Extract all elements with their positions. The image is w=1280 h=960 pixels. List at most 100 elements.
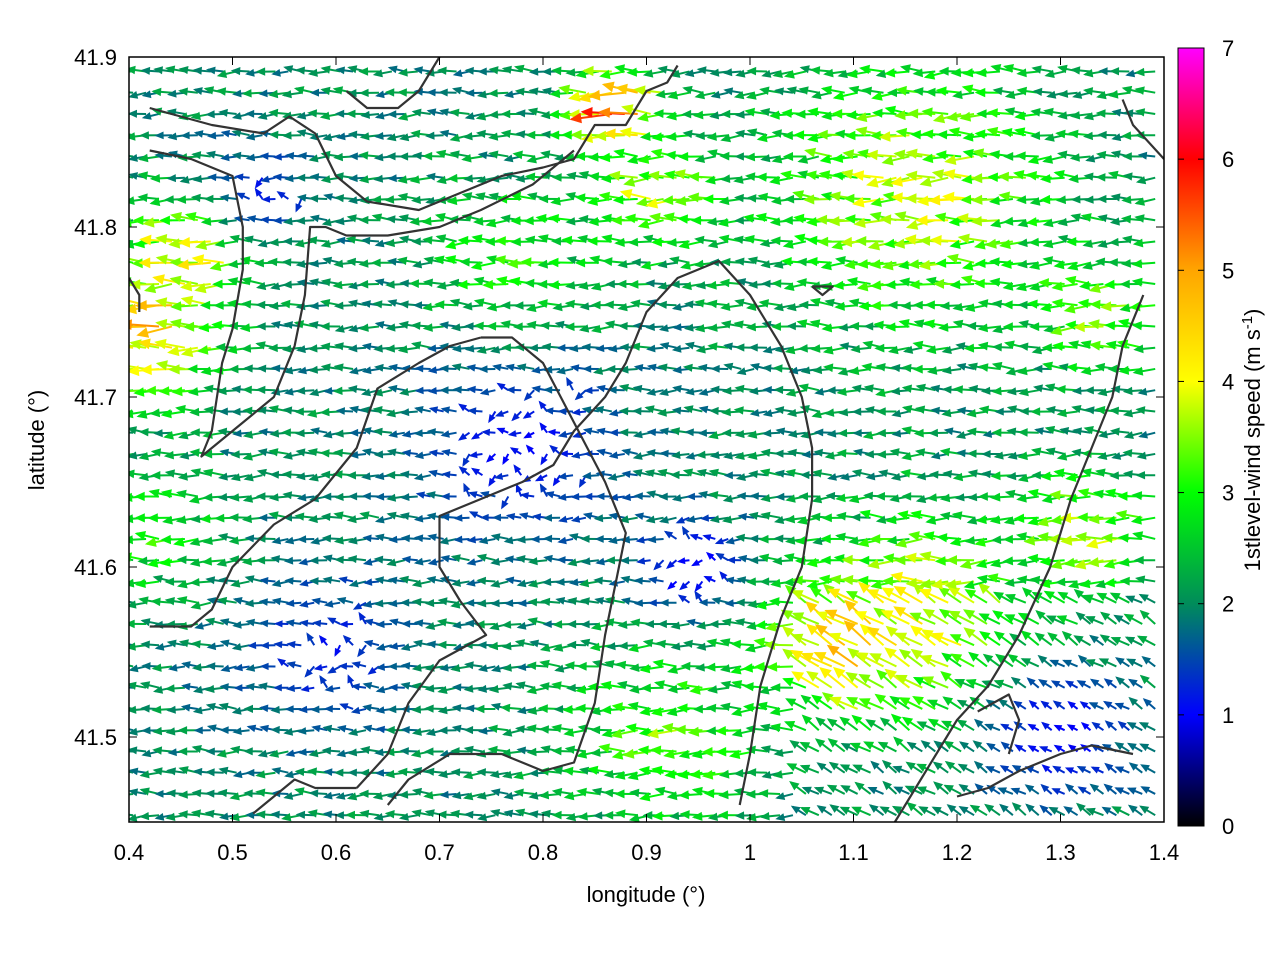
wind-arrow (836, 449, 858, 458)
wind-arrow (273, 641, 289, 649)
y-tick-label: 41.5 (74, 725, 117, 750)
wind-arrow (1053, 724, 1066, 732)
wind-arrow (523, 389, 535, 401)
wind-arrow (1122, 386, 1143, 396)
wind-arrow (154, 643, 173, 651)
wind-arrow (639, 664, 664, 674)
wind-arrow (544, 407, 561, 415)
wind-arrow (243, 704, 263, 713)
wind-arrow (1122, 172, 1143, 181)
wind-arrow (527, 617, 548, 626)
wind-arrow (271, 579, 289, 588)
wind-arrow (504, 599, 522, 607)
wind-arrow (411, 663, 431, 672)
wind-arrow (1113, 614, 1130, 625)
x-tick-label: 0.6 (321, 840, 352, 865)
wind-arrow (313, 664, 328, 671)
colorbar-title-sup: -1 (1239, 316, 1256, 329)
wind-arrow (989, 196, 1014, 206)
wind-arrow (129, 600, 134, 604)
wind-arrow (653, 559, 665, 571)
wind-arrow (682, 363, 703, 372)
wind-arrow (397, 345, 418, 354)
wind-arrow (567, 558, 587, 567)
wind-arrow (694, 590, 704, 604)
wind-arrow (426, 108, 444, 117)
contour-line (977, 693, 1021, 755)
wind-arrow (769, 723, 794, 733)
wind-arrow (580, 597, 600, 606)
wind-arrow (1127, 742, 1143, 753)
wind-arrow (136, 325, 173, 338)
wind-arrow (621, 493, 638, 501)
wind-arrow (351, 661, 367, 669)
wind-arrow (1134, 108, 1156, 117)
wind-arrow (336, 725, 354, 733)
wind-arrow (884, 647, 910, 668)
wind-arrow (299, 600, 315, 608)
wind-arrow (596, 427, 613, 436)
wind-arrow (358, 323, 380, 332)
wind-arrow (1043, 590, 1066, 604)
wind-arrow (436, 810, 457, 819)
wind-arrow (333, 536, 354, 545)
wind-arrow (428, 449, 444, 457)
wind-arrow (912, 676, 936, 689)
wind-arrow (345, 109, 367, 118)
wind-arrow (285, 599, 302, 607)
wind-arrow (397, 767, 418, 777)
wind-arrow (542, 534, 561, 543)
wind-arrow (270, 705, 289, 714)
wind-arrow (824, 609, 859, 625)
wind-arrow (168, 663, 186, 672)
wind-arrow (129, 642, 147, 651)
wind-arrow (637, 219, 664, 229)
wind-arrow (710, 90, 729, 99)
wind-arrow (916, 786, 936, 795)
wind-arrow (731, 728, 755, 738)
wind-arrow (1000, 723, 1014, 732)
wind-arrow (502, 770, 522, 779)
wind-arrow (628, 280, 651, 289)
wind-arrow (311, 724, 328, 733)
wind-arrow (1035, 610, 1053, 625)
wind-arrow (612, 195, 638, 205)
wind-arrow (307, 809, 328, 818)
wind-arrow (295, 173, 315, 182)
wind-arrow (271, 767, 289, 775)
wind-arrow (463, 792, 483, 801)
wind-arrow (218, 702, 237, 711)
wind-arrow (993, 591, 1014, 604)
wind-arrow (493, 472, 509, 480)
wind-arrow (881, 587, 910, 604)
wind-arrow (551, 724, 574, 733)
wind-arrow (1011, 802, 1027, 816)
wind-arrow (450, 768, 470, 777)
wind-arrow (806, 623, 833, 646)
wind-arrow (372, 406, 393, 415)
wind-arrow (272, 173, 289, 181)
wind-arrow (854, 781, 872, 795)
wind-arrow (791, 612, 820, 625)
wind-arrow (523, 431, 535, 439)
wind-arrow (338, 576, 354, 584)
wind-arrow (1115, 676, 1130, 689)
wind-arrow (490, 557, 509, 566)
wind-arrow (1103, 783, 1118, 795)
wind-arrow (691, 559, 703, 567)
wind-arrow (241, 276, 263, 286)
wind-arrow (581, 343, 599, 352)
wind-arrow (450, 664, 470, 673)
wind-arrow (801, 786, 820, 795)
wind-arrow (590, 622, 613, 631)
wind-arrow (591, 324, 613, 334)
wind-arrow (439, 663, 457, 672)
wind-arrow (963, 627, 988, 646)
wind-arrow (876, 669, 898, 689)
wind-arrow (639, 792, 664, 802)
wind-arrow (373, 427, 392, 436)
wind-arrow (528, 810, 548, 819)
wind-arrow (362, 724, 380, 733)
wind-arrow (855, 652, 884, 668)
wind-arrow (734, 618, 755, 627)
